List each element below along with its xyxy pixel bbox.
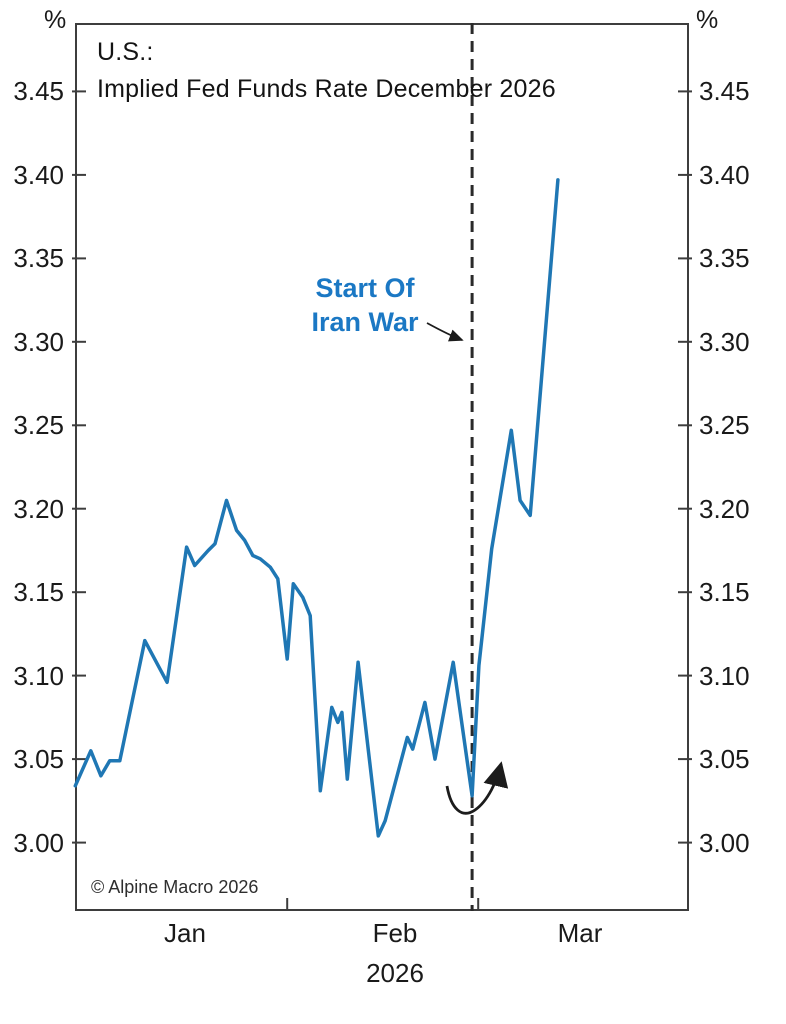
chart-title-line1: U.S.: (97, 38, 154, 66)
y-tick-label-right: 3.15 (699, 577, 750, 607)
plot-area: U.S.: Implied Fed Funds Rate December 20… (72, 23, 692, 911)
y-tick-label-left: 3.35 (13, 243, 64, 273)
y-tick-label-left: 3.05 (13, 744, 64, 774)
event-annotation-line1: Start Of (315, 273, 415, 303)
y-tick-label-right: 3.10 (699, 661, 750, 691)
rebound-curved-arrow (445, 761, 509, 815)
x-month-label-feb: Feb (372, 918, 418, 948)
y-axis-unit-right: % (696, 6, 719, 34)
y-tick-label-left: 3.25 (13, 410, 64, 440)
y-axis-unit-left: % (44, 6, 67, 34)
y-tick-label-left: 3.10 (13, 661, 64, 691)
y-tick-label-left: 3.15 (13, 577, 64, 607)
y-tick-label-right: 3.40 (699, 160, 750, 190)
x-month-label-mar: Mar (557, 918, 603, 948)
y-tick-label-left: 3.00 (13, 828, 64, 858)
annotation-arrow (426, 322, 464, 342)
y-tick-label-right: 3.00 (699, 828, 750, 858)
y-tick-label-right: 3.25 (699, 410, 750, 440)
copyright-note: © Alpine Macro 2026 (91, 877, 259, 897)
x-axis-year-label: 2026 (366, 958, 424, 988)
y-tick-label-right: 3.30 (699, 327, 750, 357)
event-annotation: Start Of Iran War (273, 271, 457, 339)
y-tick-label-right: 3.05 (699, 744, 750, 774)
event-annotation-line2: Iran War (311, 307, 419, 337)
y-tick-label-right: 3.20 (699, 494, 750, 524)
fed-funds-rate-line (73, 178, 560, 838)
chart-title: U.S.: Implied Fed Funds Rate December 20… (97, 34, 556, 108)
plot-border (75, 23, 689, 911)
y-tick-label-right: 3.35 (699, 243, 750, 273)
chart-title-line2: Implied Fed Funds Rate December 2026 (97, 75, 556, 103)
y-tick-label-left: 3.30 (13, 327, 64, 357)
x-month-label-jan: Jan (164, 918, 206, 948)
y-tick-label-left: 3.20 (13, 494, 64, 524)
y-tick-label-right: 3.45 (699, 76, 750, 106)
y-tick-label-left: 3.45 (13, 76, 64, 106)
y-tick-label-left: 3.40 (13, 160, 64, 190)
